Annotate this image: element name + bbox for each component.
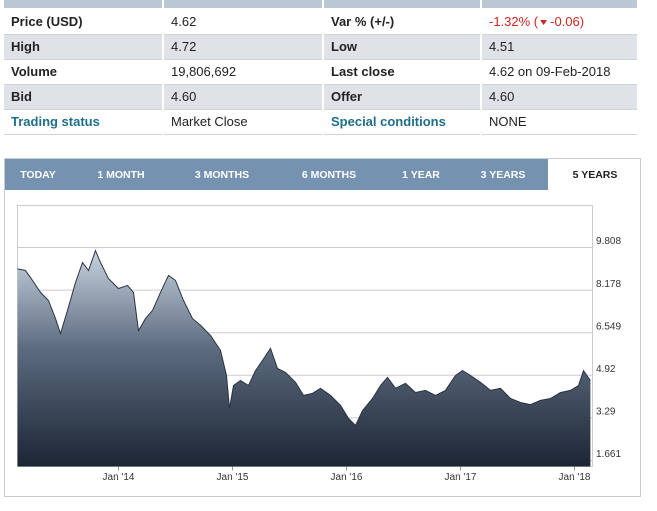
x-tick-label: Jan '18 xyxy=(559,472,591,483)
field-value: 4.60 xyxy=(171,89,196,104)
table-cell xyxy=(482,110,637,134)
change-percent: -1.32% ( xyxy=(489,14,539,29)
field-value: 19,806,692 xyxy=(171,64,236,79)
field-label: Last close xyxy=(331,64,395,79)
x-tick-label: Jan '14 xyxy=(103,472,135,483)
table-cell xyxy=(4,35,162,59)
table-cell xyxy=(482,85,637,109)
y-tick-label: 8.178 xyxy=(596,279,621,290)
field-value: 4.62 on 09-Feb-2018 xyxy=(489,64,610,79)
field-value: 4.51 xyxy=(489,39,514,54)
price-line xyxy=(17,249,591,427)
field-label: Price (USD) xyxy=(11,14,83,29)
table-cell xyxy=(164,60,322,84)
table-cell xyxy=(164,10,322,34)
table-cell xyxy=(324,110,480,134)
y-tick-label: 4.92 xyxy=(596,364,616,375)
field-label: Offer xyxy=(331,89,362,104)
range-tab[interactable]: 6 MONTHS xyxy=(302,169,356,181)
field-label[interactable]: Special conditions xyxy=(331,114,446,129)
range-tab[interactable]: 1 YEAR xyxy=(402,169,440,181)
x-tick-label: Jan '17 xyxy=(445,472,477,483)
field-value: 4.62 xyxy=(171,14,196,29)
header-strip xyxy=(164,0,322,8)
table-cell xyxy=(164,35,322,59)
x-tick-label: Jan '15 xyxy=(217,472,249,483)
price-area xyxy=(17,250,591,467)
table-cell xyxy=(164,110,322,134)
table-cell xyxy=(324,10,480,34)
y-tick-label: 3.29 xyxy=(596,407,616,418)
change-absolute: -0.06) xyxy=(550,14,584,29)
field-label: Volume xyxy=(11,64,57,79)
field-value: 4.60 xyxy=(489,89,514,104)
table-cell xyxy=(4,110,162,134)
field-label[interactable]: Trading status xyxy=(11,114,100,129)
header-strip xyxy=(4,0,162,8)
field-label: Var % (+/-) xyxy=(331,14,394,29)
field-value: NONE xyxy=(489,114,527,129)
range-tab[interactable]: 1 MONTH xyxy=(97,169,144,181)
range-tab[interactable]: 3 MONTHS xyxy=(195,169,249,181)
header-strip xyxy=(482,0,637,8)
range-tab[interactable]: 3 YEARS xyxy=(481,169,526,181)
table-cell xyxy=(324,85,480,109)
table-cell xyxy=(4,10,162,34)
active-tab xyxy=(548,159,640,190)
table-cell xyxy=(4,60,162,84)
range-tab[interactable]: 5 YEARS xyxy=(573,169,618,181)
y-tick-label: 6.549 xyxy=(596,321,621,332)
table-cell xyxy=(324,60,480,84)
field-value: Market Close xyxy=(171,114,248,129)
field-label: High xyxy=(11,39,40,54)
down-arrow-icon xyxy=(540,20,548,25)
table-cell xyxy=(482,35,637,59)
x-tick-label: Jan '16 xyxy=(331,472,363,483)
field-value: 4.72 xyxy=(171,39,196,54)
range-tab[interactable]: TODAY xyxy=(20,169,56,181)
y-tick-label: 1.661 xyxy=(596,449,621,460)
table-cell xyxy=(164,85,322,109)
table-cell xyxy=(482,10,637,34)
table-cell xyxy=(4,85,162,109)
tab-bar xyxy=(5,159,640,190)
y-tick-label: 9.808 xyxy=(596,236,621,247)
field-label: Bid xyxy=(11,89,32,104)
field-label: Low xyxy=(331,39,358,54)
header-strip xyxy=(324,0,480,8)
table-cell xyxy=(482,60,637,84)
table-cell xyxy=(324,35,480,59)
